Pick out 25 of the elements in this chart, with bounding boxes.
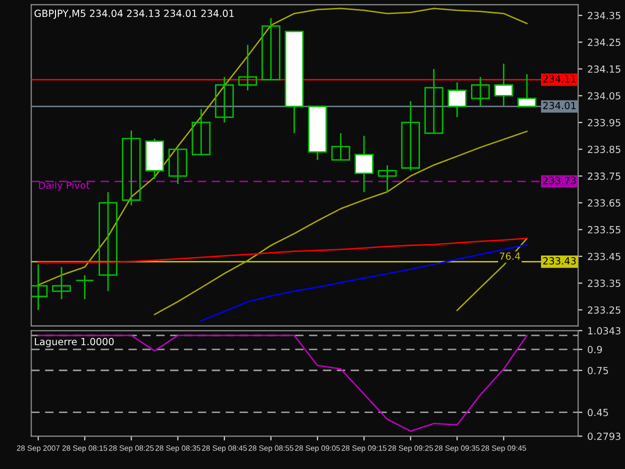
annotation: 76.4 [500,252,520,260]
y-tick-label: 1.0343 [588,327,620,334]
y-tick-label: 234.25 [588,38,620,46]
y-tick-label: 233.85 [588,146,620,154]
annotation: Daily Pivot [39,181,90,191]
chart-title: GBPJPY,M5 234.04 234.13 234.01 234.01 [34,10,234,19]
ref-line-label: 234.11 [543,75,576,82]
ref-line-label: 233.43 [543,257,576,265]
y-tick-label: 0.9 [588,346,602,354]
y-tick-label: 0.45 [588,408,608,416]
y-tick-label: 234.05 [588,92,620,100]
y-tick-label: 234.15 [588,65,620,73]
y-tick-label: 233.25 [588,306,620,314]
y-tick-label: 0.2793 [588,432,620,440]
y-tick-label: 233.95 [588,118,620,126]
ref-line-label: 234.01 [543,102,576,110]
y-tick-label: 233.75 [588,172,620,180]
text: Laguerre 1.0000 [34,338,114,348]
ref-line-label: 233.73 [543,176,576,184]
y-tick-label: 233.55 [588,226,620,234]
y-tick-label: 0.75 [588,366,608,374]
y-tick-label: 233.35 [588,280,620,287]
y-tick-label: 233.65 [588,199,620,207]
y-tick-label: 233.45 [588,252,620,260]
y-tick-label: 234.35 [588,12,620,20]
